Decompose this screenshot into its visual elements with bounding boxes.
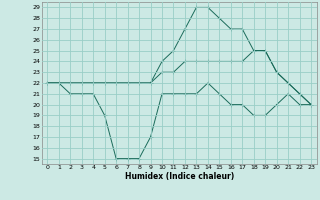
X-axis label: Humidex (Indice chaleur): Humidex (Indice chaleur) (124, 172, 234, 181)
